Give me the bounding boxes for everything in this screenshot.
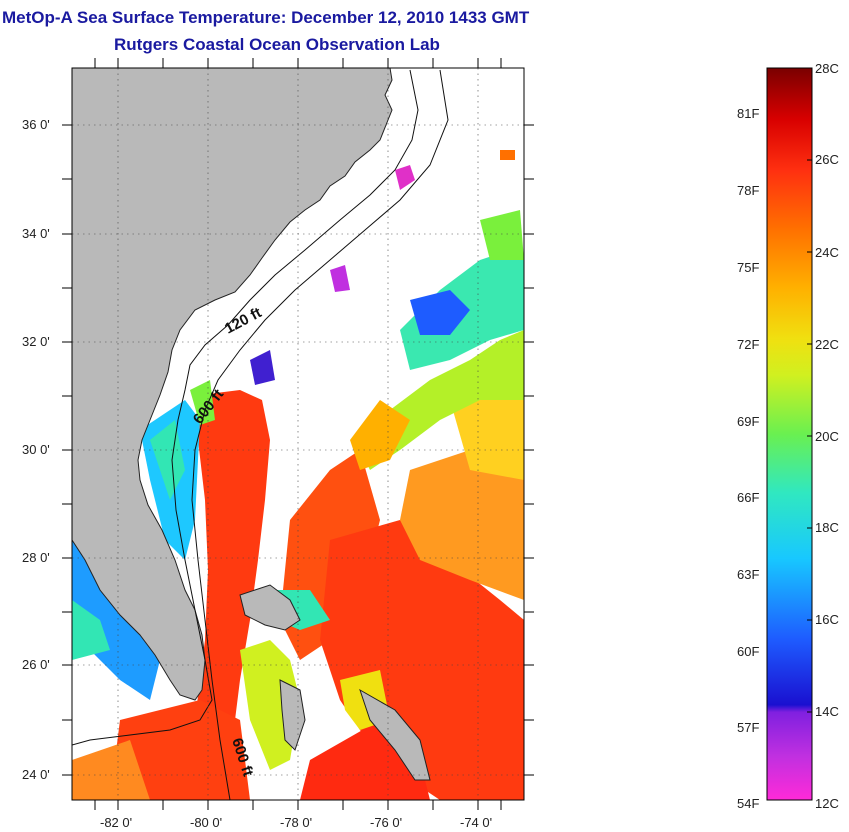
fahrenheit-tick-label: 63F	[737, 567, 759, 582]
latitude-axis: 36 0' 34 0' 32 0' 30 0' 28 0' 26 0' 24 0…	[22, 117, 50, 782]
map-subtitle: Rutgers Coastal Ocean Observation Lab	[114, 35, 440, 54]
longitude-axis: -82 0' -80 0' -78 0' -76 0' -74 0'	[100, 815, 492, 830]
latitude-tick-label: 24 0'	[22, 767, 50, 782]
colorbar-fahrenheit-scale: 81F 78F 75F 72F 69F 66F 63F 60F 57F 54F	[737, 106, 759, 811]
latitude-tick-label: 34 0'	[22, 226, 50, 241]
land-layer	[72, 68, 431, 781]
longitude-tick-label: -76 0'	[370, 815, 402, 830]
latitude-tick-label: 36 0'	[22, 117, 50, 132]
colorbar-gradient	[766, 67, 813, 801]
longitude-tick-label: -82 0'	[100, 815, 132, 830]
longitude-tick-label: -74 0'	[460, 815, 492, 830]
isobath-contours	[72, 69, 449, 800]
celsius-tick-label: 16C	[815, 612, 839, 627]
celsius-tick-label: 28C	[815, 61, 839, 76]
fahrenheit-tick-label: 81F	[737, 106, 759, 121]
latitude-tick-label: 30 0'	[22, 442, 50, 457]
celsius-tick-label: 24C	[815, 245, 839, 260]
latitude-tick-label: 32 0'	[22, 334, 50, 349]
fahrenheit-tick-label: 57F	[737, 720, 759, 735]
celsius-tick-label: 14C	[815, 704, 839, 719]
fahrenheit-tick-label: 54F	[737, 796, 759, 811]
colorbar-celsius-scale: 28C 26C 24C 22C 20C 18C 16C 14C 12C	[815, 61, 839, 811]
celsius-tick-label: 22C	[815, 337, 839, 352]
colorbar: 28C 26C 24C 22C 20C 18C 16C 14C 12C 81F …	[737, 61, 839, 811]
celsius-tick-label: 12C	[815, 796, 839, 811]
graticule	[72, 68, 524, 800]
map-title: MetOp-A Sea Surface Temperature: Decembe…	[2, 8, 530, 27]
colorbar-ticks	[807, 67, 812, 801]
fahrenheit-tick-label: 78F	[737, 183, 759, 198]
fahrenheit-tick-label: 69F	[737, 414, 759, 429]
latitude-tick-label: 26 0'	[22, 657, 50, 672]
fahrenheit-tick-label: 66F	[737, 490, 759, 505]
celsius-tick-label: 26C	[815, 152, 839, 167]
celsius-tick-label: 20C	[815, 429, 839, 444]
fahrenheit-tick-label: 75F	[737, 260, 759, 275]
sst-data-layer	[72, 150, 524, 800]
fahrenheit-tick-label: 72F	[737, 337, 759, 352]
frame-ticks	[62, 58, 534, 810]
latitude-tick-label: 28 0'	[22, 550, 50, 565]
celsius-tick-label: 18C	[815, 520, 839, 535]
longitude-tick-label: -80 0'	[190, 815, 222, 830]
fahrenheit-tick-label: 60F	[737, 644, 759, 659]
longitude-tick-label: -78 0'	[280, 815, 312, 830]
map-area	[72, 68, 524, 800]
